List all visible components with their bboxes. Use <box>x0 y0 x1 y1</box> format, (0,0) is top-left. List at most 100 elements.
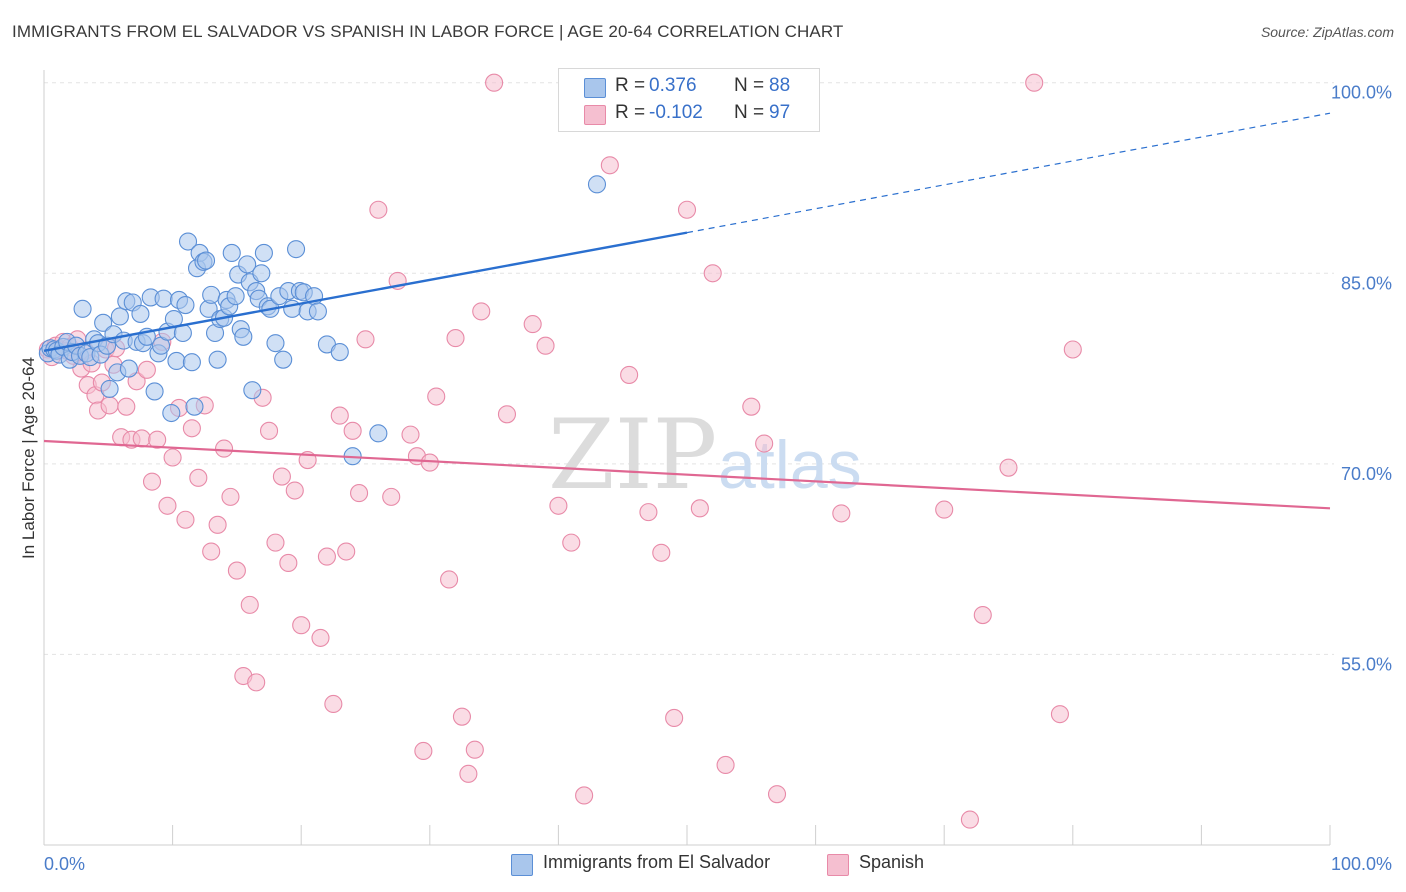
point-spanish <box>214 439 234 458</box>
point-spanish <box>497 405 517 424</box>
point-spanish <box>259 421 279 440</box>
stats-row-spanish: R = -0.102 N = 97 <box>559 102 819 128</box>
trend-lines <box>43 112 1331 510</box>
point-spanish <box>465 740 484 759</box>
point-spanish <box>446 329 465 348</box>
point-spanish <box>343 421 362 440</box>
point-spanish <box>148 430 167 449</box>
point-spanish <box>142 472 162 491</box>
series-el-salvador-points <box>38 175 607 466</box>
point-spanish <box>935 500 954 519</box>
point-el-salvador <box>274 350 293 369</box>
point-el-salvador <box>287 240 306 259</box>
point-el-salvador <box>182 353 201 372</box>
point-spanish <box>832 504 851 523</box>
point-spanish <box>472 302 491 321</box>
point-spanish <box>100 396 119 415</box>
point-spanish <box>652 543 671 562</box>
point-el-salvador <box>226 287 245 306</box>
y-tick-label: 100.0% <box>1331 83 1392 103</box>
point-spanish <box>311 628 330 647</box>
point-spanish <box>485 73 504 92</box>
point-el-salvador <box>131 304 150 323</box>
point-spanish <box>272 467 291 486</box>
point-spanish <box>742 397 761 416</box>
point-el-salvador <box>162 403 181 423</box>
point-spanish <box>189 468 208 487</box>
stats-n-value: 97 <box>769 102 791 123</box>
point-el-salvador <box>176 295 195 315</box>
point-el-salvador <box>202 285 221 304</box>
point-spanish <box>716 755 735 775</box>
point-spanish <box>414 741 433 761</box>
x-tick-label-min: 0.0% <box>44 854 85 874</box>
point-el-salvador <box>73 299 92 318</box>
point-spanish <box>452 707 472 726</box>
point-spanish <box>755 434 774 453</box>
point-spanish <box>182 419 201 438</box>
stats-n-value: 88 <box>769 75 791 96</box>
point-spanish <box>523 315 542 334</box>
stats-r-label: R = <box>615 75 646 96</box>
legend-label: Spanish <box>859 852 925 872</box>
point-spanish <box>575 786 594 805</box>
stats-r-value: 0.376 <box>649 75 697 96</box>
point-el-salvador <box>238 255 257 274</box>
trend-line-el-salvador-extension <box>686 112 1331 234</box>
point-spanish <box>427 387 446 406</box>
point-spanish <box>279 553 298 573</box>
watermark: ZIP atlas <box>548 399 862 511</box>
point-el-salvador <box>266 334 285 353</box>
point-spanish <box>337 542 356 561</box>
point-el-salvador <box>234 327 253 346</box>
point-spanish <box>369 200 388 219</box>
point-spanish <box>266 533 285 552</box>
point-spanish <box>703 264 722 283</box>
y-axis-label: In Labor Force | Age 20-64 <box>19 357 38 559</box>
trend-line-spanish <box>43 439 1331 510</box>
point-el-salvador <box>196 251 216 270</box>
legend-swatch-pink <box>827 854 849 876</box>
grid-lines <box>44 82 1334 655</box>
watermark-zip: ZIP <box>548 399 717 511</box>
legend-label: Immigrants from El Salvador <box>543 852 771 872</box>
point-spanish <box>163 448 182 467</box>
point-spanish <box>176 510 195 529</box>
point-el-salvador <box>252 264 271 283</box>
stats-swatch-blue <box>584 78 606 98</box>
point-el-salvador <box>145 382 164 401</box>
point-spanish <box>767 785 787 804</box>
point-spanish <box>620 365 639 384</box>
point-el-salvador <box>330 342 349 362</box>
x-tick-label-max: 100.0% <box>1331 854 1392 874</box>
point-spanish <box>665 708 684 728</box>
point-spanish <box>158 496 177 515</box>
point-spanish <box>221 487 240 506</box>
stats-n-label: N = <box>734 75 765 96</box>
point-spanish <box>459 764 478 783</box>
stats-n-label: N = <box>734 102 765 123</box>
point-spanish <box>117 397 136 416</box>
y-tick-label: 55.0% <box>1341 654 1392 674</box>
point-spanish <box>132 429 151 448</box>
trend-line-el-salvador <box>43 231 688 352</box>
point-el-salvador <box>243 381 262 400</box>
tick-labels: 55.0% 70.0% 85.0% 100.0% 0.0% 100.0% <box>44 83 1392 874</box>
point-spanish <box>549 496 568 515</box>
point-spanish <box>137 360 156 379</box>
stats-row-el-salvador: R = 0.376 N = 88 <box>559 75 819 101</box>
point-spanish <box>600 156 619 175</box>
stats-legend-box: R = 0.376 N = 88 R = -0.102 N = 97 <box>558 68 820 132</box>
point-spanish <box>639 503 658 522</box>
y-tick-label: 70.0% <box>1341 464 1392 484</box>
point-spanish <box>227 561 246 580</box>
point-el-salvador <box>587 175 607 194</box>
point-spanish <box>356 330 375 349</box>
point-spanish <box>350 484 369 503</box>
point-el-salvador <box>154 289 173 308</box>
point-spanish <box>1063 340 1082 359</box>
point-spanish <box>285 481 304 500</box>
point-el-salvador <box>369 424 388 443</box>
point-el-salvador <box>178 232 198 251</box>
y-tick-label: 85.0% <box>1341 273 1392 293</box>
